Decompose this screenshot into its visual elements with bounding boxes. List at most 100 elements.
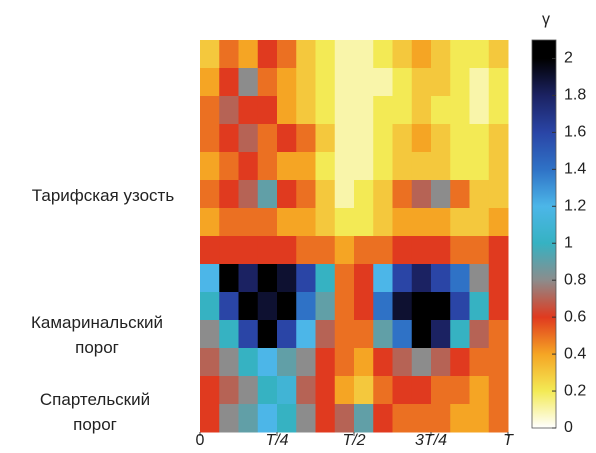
heat-cell: [393, 96, 413, 125]
heat-cell: [296, 404, 316, 433]
colorbar-tick-label: 0.8: [564, 271, 586, 288]
heat-cell: [335, 264, 355, 293]
heat-cell: [489, 376, 509, 405]
heat-cell: [335, 348, 355, 377]
heat-cell: [373, 180, 393, 209]
x-tick-label: T/4: [265, 432, 288, 449]
heat-cell: [219, 40, 239, 69]
heat-cell: [373, 320, 393, 349]
heat-cell: [354, 236, 374, 265]
heat-cell: [258, 320, 278, 349]
heat-cell: [431, 292, 451, 321]
heat-cell: [354, 320, 374, 349]
chart: γ 0T/4T/23T/4T00.20.40.60.811.21.41.61.8…: [0, 0, 596, 453]
heat-cell: [431, 208, 451, 237]
heat-cell: [277, 96, 297, 125]
heat-cell: [373, 68, 393, 97]
heat-cell: [296, 320, 316, 349]
heat-cell: [316, 180, 336, 209]
heat-cell: [296, 292, 316, 321]
colorbar-tick-label: 0: [564, 419, 573, 436]
row-label: Камаринальский порог: [7, 310, 187, 360]
heat-cell: [412, 68, 432, 97]
heat-cell: [296, 96, 316, 125]
heat-cell: [470, 348, 490, 377]
heat-cell: [373, 124, 393, 153]
heat-cell: [296, 348, 316, 377]
heat-cell: [489, 68, 509, 97]
heat-cell: [373, 404, 393, 433]
heat-cell: [412, 236, 432, 265]
heat-cell: [354, 96, 374, 125]
heat-cell: [277, 264, 297, 293]
heat-cell: [296, 152, 316, 181]
heat-cell: [219, 152, 239, 181]
heat-cell: [431, 68, 451, 97]
heat-cell: [431, 236, 451, 265]
heat-cell: [296, 264, 316, 293]
heat-cell: [219, 264, 239, 293]
heat-cell: [239, 68, 259, 97]
heat-cell: [258, 152, 278, 181]
heat-cell: [489, 236, 509, 265]
heat-cell: [470, 292, 490, 321]
heat-cell: [219, 404, 239, 433]
x-tick-label: 0: [196, 432, 205, 449]
heat-cell: [200, 264, 220, 293]
heat-cell: [450, 68, 470, 97]
heat-cell: [412, 264, 432, 293]
heat-cell: [296, 68, 316, 97]
heat-cell: [239, 236, 259, 265]
heat-cell: [431, 348, 451, 377]
heat-cell: [450, 292, 470, 321]
heat-cell: [431, 320, 451, 349]
heat-cell: [450, 152, 470, 181]
heat-cell: [393, 348, 413, 377]
heat-cell: [239, 180, 259, 209]
heat-cell: [470, 40, 490, 69]
heat-cell: [335, 68, 355, 97]
heat-cell: [354, 180, 374, 209]
heat-cell: [489, 40, 509, 69]
row-label: Тарифская узость: [28, 183, 178, 208]
heat-cell: [277, 292, 297, 321]
heat-cell: [489, 96, 509, 125]
colorbar-tick-label: 1.6: [564, 124, 586, 141]
heat-cell: [219, 236, 239, 265]
heat-cell: [412, 348, 432, 377]
heat-cell: [431, 264, 451, 293]
heat-cell: [373, 348, 393, 377]
heat-cell: [296, 180, 316, 209]
colorbar-tick-label: 2: [564, 50, 573, 67]
heat-cell: [200, 236, 220, 265]
heat-cell: [354, 292, 374, 321]
heat-cell: [450, 236, 470, 265]
heat-cell: [277, 348, 297, 377]
heat-cell: [200, 180, 220, 209]
heat-cell: [316, 376, 336, 405]
heat-cell: [239, 96, 259, 125]
heat-cell: [470, 236, 490, 265]
x-tick-label: T: [503, 432, 514, 449]
heat-cell: [258, 348, 278, 377]
heat-cell: [431, 152, 451, 181]
heat-cell: [258, 68, 278, 97]
heat-cell: [412, 208, 432, 237]
heat-cell: [470, 96, 490, 125]
heat-cell: [258, 376, 278, 405]
heat-cell: [412, 376, 432, 405]
heat-cell: [373, 292, 393, 321]
heat-cell: [470, 124, 490, 153]
x-tick-label: 3T/4: [415, 432, 447, 449]
heat-cell: [470, 68, 490, 97]
heat-cell: [258, 180, 278, 209]
heat-cell: [277, 68, 297, 97]
heat-cell: [316, 124, 336, 153]
heat-cell: [450, 96, 470, 125]
heat-cell: [470, 152, 490, 181]
heat-cell: [335, 152, 355, 181]
heat-cell: [489, 152, 509, 181]
heat-cell: [470, 376, 490, 405]
heat-cell: [393, 376, 413, 405]
heat-cell: [316, 348, 336, 377]
